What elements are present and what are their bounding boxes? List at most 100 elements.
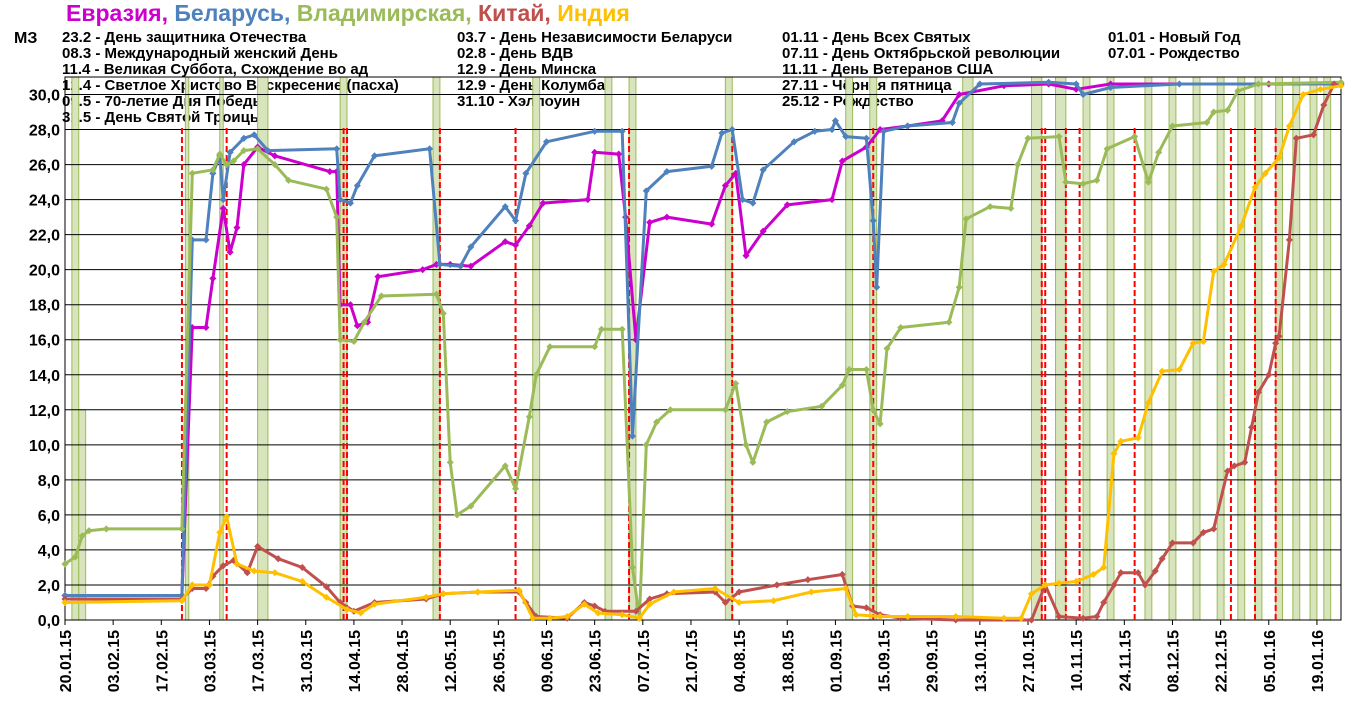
data-point xyxy=(432,290,440,298)
data-point xyxy=(250,131,258,139)
data-point xyxy=(501,462,509,470)
data-point xyxy=(360,318,368,326)
data-point xyxy=(371,152,379,160)
data-point xyxy=(357,609,365,617)
data-point xyxy=(876,420,884,428)
data-point xyxy=(219,562,227,570)
data-point xyxy=(721,598,729,607)
weekend-band xyxy=(604,76,613,621)
data-point xyxy=(845,365,853,374)
title-part: Индия xyxy=(557,0,630,26)
data-point xyxy=(264,147,272,155)
data-point xyxy=(962,215,970,223)
data-point xyxy=(439,309,447,318)
data-point xyxy=(642,441,650,449)
data-point xyxy=(243,569,251,577)
data-point xyxy=(955,283,963,291)
weekend-band xyxy=(1144,76,1153,621)
data-point xyxy=(807,588,815,596)
data-point xyxy=(728,126,736,134)
holiday-entry: 31.10 - Хэллоуин xyxy=(457,93,581,110)
data-point xyxy=(811,127,819,135)
title-part: Беларусь, xyxy=(174,0,297,26)
weekend-band xyxy=(1309,76,1318,621)
weekend-band xyxy=(1168,76,1177,621)
data-point xyxy=(646,595,654,603)
data-point xyxy=(952,612,960,621)
data-point xyxy=(542,138,551,146)
data-point xyxy=(285,176,293,184)
holiday-entry: 03.7 - День Независимости Беларуси xyxy=(457,29,733,46)
y-tick-label: 24,0 xyxy=(29,193,60,210)
y-tick-label: 30,0 xyxy=(29,88,60,105)
data-point xyxy=(869,217,877,225)
data-point xyxy=(880,127,888,135)
x-tick-label: 29.09.15 xyxy=(925,630,942,692)
title-part: Владимирская, xyxy=(296,0,479,26)
x-tick-label: 17.02.15 xyxy=(154,630,171,692)
x-tick-label: 19.01.16 xyxy=(1310,630,1327,692)
y-tick-label: 12,0 xyxy=(29,403,60,420)
data-point xyxy=(955,99,963,107)
x-tick-label: 23.06.15 xyxy=(588,630,605,692)
data-point xyxy=(976,80,984,88)
x-tick-label: 14.04.15 xyxy=(347,630,364,692)
data-point xyxy=(188,581,196,589)
data-point xyxy=(240,147,248,155)
y-tick-label: 6,0 xyxy=(38,508,60,525)
data-point xyxy=(346,199,355,207)
data-point xyxy=(783,201,791,209)
data-point xyxy=(670,588,678,596)
data-point xyxy=(646,600,654,608)
data-point xyxy=(233,224,241,232)
data-point xyxy=(326,168,334,176)
x-tick-label: 15.09.15 xyxy=(877,630,894,692)
data-point xyxy=(333,213,341,221)
y-tick-label: 20,0 xyxy=(29,263,60,280)
data-point xyxy=(298,563,306,571)
data-point xyxy=(298,577,306,586)
data-point xyxy=(1017,614,1025,622)
data-point xyxy=(226,148,234,156)
data-point xyxy=(818,402,826,410)
data-point xyxy=(223,513,231,521)
holiday-entry: 12.9 - День Минска xyxy=(457,61,597,78)
data-point xyxy=(216,528,224,536)
x-tick-label: 09.06.15 xyxy=(540,630,557,692)
holiday-entry: 31.5 - День Святой Троицы xyxy=(62,109,263,126)
data-point xyxy=(869,406,877,414)
data-point xyxy=(233,560,241,568)
x-tick-label: 12.05.15 xyxy=(443,630,460,692)
data-point xyxy=(71,553,79,561)
data-point xyxy=(1093,176,1101,184)
x-tick-label: 01.09.15 xyxy=(828,630,845,692)
holiday-entry: 27.11 - Чёрная пятница xyxy=(782,77,952,94)
data-point xyxy=(240,161,248,169)
data-point xyxy=(783,408,791,416)
data-point xyxy=(474,588,482,596)
data-point xyxy=(804,576,812,584)
data-point xyxy=(563,612,571,621)
data-point xyxy=(102,525,110,533)
data-point xyxy=(735,598,743,607)
data-point xyxy=(501,238,509,246)
y-tick-label: 2,0 xyxy=(38,578,60,595)
data-point xyxy=(61,598,69,607)
data-point xyxy=(467,262,475,270)
data-point xyxy=(336,336,344,344)
title-part: Китай, xyxy=(478,0,558,26)
data-point xyxy=(515,586,523,594)
x-tick-label: 24.11.15 xyxy=(1117,630,1134,692)
x-tick-label: 04.08.15 xyxy=(732,630,749,692)
data-point xyxy=(632,607,640,615)
data-point xyxy=(653,418,661,426)
data-point xyxy=(422,593,430,601)
data-point xyxy=(591,127,599,135)
data-point xyxy=(512,217,520,225)
holiday-entry: 01.11 - День Всех Святых xyxy=(782,29,971,46)
weekend-band xyxy=(1254,76,1263,621)
x-tick-label: 18.08.15 xyxy=(780,630,797,692)
data-point xyxy=(1014,161,1022,169)
data-point xyxy=(721,406,729,414)
